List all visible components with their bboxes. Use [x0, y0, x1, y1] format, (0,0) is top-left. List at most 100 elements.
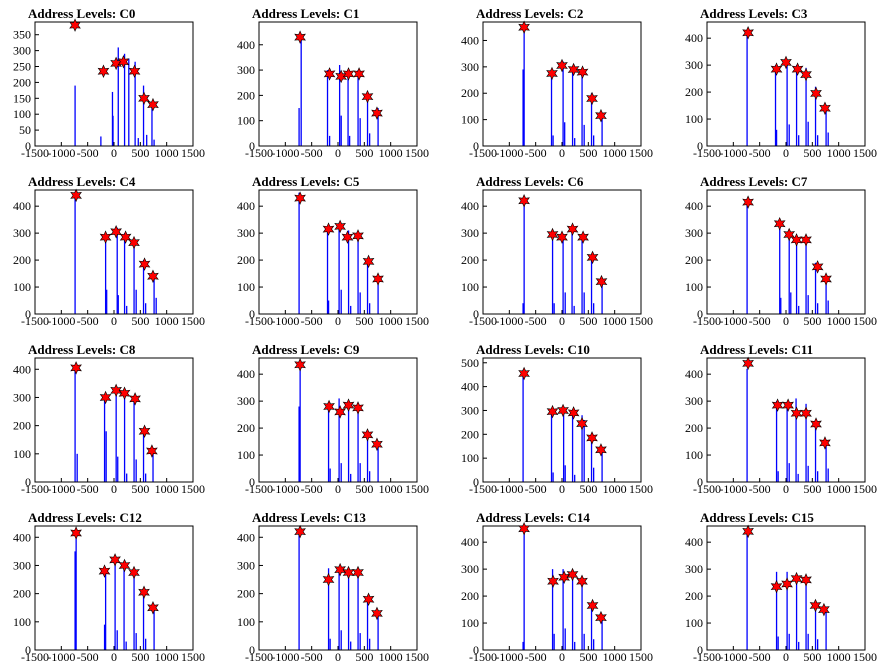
chart-title: Address Levels: C11 — [700, 342, 813, 357]
bar — [777, 636, 779, 650]
bar — [100, 136, 102, 146]
y-tick-label: 200 — [685, 253, 703, 267]
bar — [366, 596, 369, 650]
peak-marker — [147, 269, 159, 284]
chart-panel: Address Levels: C2 0 100 200 300 400 -1500 -100… — [448, 0, 672, 168]
x-tick-label: -1500 — [469, 482, 497, 496]
y-tick-label: 300 — [461, 403, 479, 417]
bar — [827, 300, 829, 314]
axes-frame — [482, 21, 642, 147]
x-tick-label: -1000 — [495, 314, 523, 328]
x-tick-label: -1000 — [271, 146, 299, 160]
bar — [117, 295, 119, 314]
x-tick-label: -1000 — [719, 650, 747, 664]
peak-marker — [820, 272, 832, 286]
bar — [103, 400, 106, 482]
x-tick-label: -1500 — [693, 314, 721, 328]
x-tick-label: -1000 — [495, 650, 523, 664]
axes-frame — [482, 357, 642, 483]
x-tick-label: 0 — [559, 146, 565, 160]
bar — [123, 394, 126, 482]
bar — [338, 65, 341, 146]
bar — [116, 227, 118, 314]
x-tick-label: 500 — [131, 482, 149, 496]
bar — [746, 368, 748, 482]
bar — [552, 135, 554, 146]
peak-marker — [595, 108, 607, 123]
y-tick-label: 0 — [473, 307, 479, 321]
bar — [326, 227, 329, 314]
bar — [788, 463, 790, 482]
x-tick-label: 1500 — [405, 146, 429, 160]
y-tick-label: 400 — [237, 367, 255, 381]
chart-svg: Address Levels: C13 0 100 200 300 400 -1500-10… — [237, 510, 429, 664]
x-tick-label: -500 — [301, 314, 323, 328]
bar — [104, 233, 107, 314]
x-tick-label: 500 — [355, 314, 373, 328]
bar — [601, 281, 603, 314]
bar — [300, 34, 302, 146]
x-tick-label: 1500 — [853, 650, 877, 664]
bar — [123, 565, 125, 650]
chart-svg: Address Levels: C10 0 100 200 300 400 500 -1500… — [461, 342, 653, 496]
peak-marker — [586, 598, 599, 613]
y-tick-label: 0 — [697, 307, 703, 321]
x-tick-label: 500 — [579, 482, 597, 496]
peak-marker — [323, 399, 335, 414]
chart-svg: Address Levels: C2 0 100 200 300 400 -1500-100… — [461, 6, 653, 160]
bar — [145, 473, 147, 482]
y-tick-label: 100 — [13, 447, 31, 461]
x-tick-label: 1500 — [629, 146, 653, 160]
bar — [746, 531, 748, 650]
bar — [142, 431, 145, 482]
y-tick-label: 400 — [461, 535, 479, 549]
x-tick-label: 500 — [355, 650, 373, 664]
x-tick-label: 500 — [803, 482, 821, 496]
peak-marker — [118, 558, 131, 573]
peak-marker — [118, 386, 131, 400]
y-tick-label: 0 — [25, 475, 31, 489]
chart-panel: Address Levels: C3 0 100 200 300 400 -1500 -100… — [672, 0, 896, 168]
x-tick-label: 1500 — [629, 650, 653, 664]
peak-marker — [352, 565, 364, 580]
bar — [74, 551, 76, 650]
x-tick-label: -1000 — [719, 482, 747, 496]
peak-marker — [818, 602, 830, 617]
x-tick-label: 1000 — [379, 314, 403, 328]
peak-marker — [371, 106, 383, 120]
bar — [153, 607, 155, 650]
axes-frame — [258, 525, 418, 651]
y-tick-label: 200 — [685, 85, 703, 99]
x-tick-label: 0 — [783, 314, 789, 328]
bar — [550, 410, 553, 482]
bar — [825, 606, 827, 650]
peak-marker — [138, 585, 150, 599]
bar — [817, 639, 819, 650]
x-tick-label: 0 — [783, 482, 789, 496]
peak-marker — [556, 58, 568, 73]
peak-marker — [576, 416, 588, 431]
peak-marker — [352, 229, 364, 243]
x-tick-label: 1000 — [379, 482, 403, 496]
x-tick-label: 500 — [579, 146, 597, 160]
y-tick-label: 200 — [13, 253, 31, 267]
peak-marker — [70, 526, 82, 540]
axes-frame — [258, 21, 418, 147]
y-tick-label: 0 — [697, 475, 703, 489]
chart-svg: Address Levels: C8 0 100 200 300 400 -1500-100… — [13, 342, 205, 496]
peak-marker — [547, 574, 559, 589]
bar — [523, 24, 525, 146]
bar — [74, 366, 76, 482]
x-tick-label: -500 — [301, 650, 323, 664]
chart-title: Address Levels: C2 — [476, 6, 583, 21]
y-tick-label: 200 — [461, 86, 479, 100]
bar — [348, 135, 351, 146]
x-tick-label: 1000 — [827, 650, 851, 664]
axes-frame — [34, 357, 194, 483]
y-tick-label: 400 — [461, 33, 479, 47]
bar — [590, 436, 593, 482]
axes-frame — [706, 21, 866, 147]
x-tick-label: -1000 — [271, 650, 299, 664]
bar — [151, 104, 153, 146]
chart-title: Address Levels: C8 — [28, 342, 136, 357]
